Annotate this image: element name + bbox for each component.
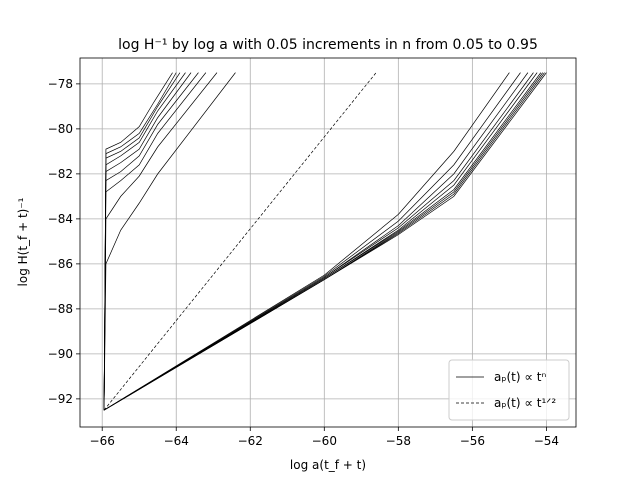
x-tick-label: −60: [312, 434, 337, 448]
legend-box: [448, 359, 570, 421]
series-line: [103, 72, 236, 411]
series-line: [103, 72, 186, 411]
series-line: [103, 72, 218, 411]
x-tick-label: −56: [460, 434, 485, 448]
y-tick-label: −78: [48, 77, 73, 91]
legend-label: aₚ(t) ∝ tⁿ: [494, 370, 546, 384]
y-tick-label: −90: [48, 347, 73, 361]
x-tick-label: −54: [534, 434, 559, 448]
x-tick-label: −66: [90, 434, 115, 448]
series-line: [103, 72, 534, 411]
y-axis-label: log H(t_f + t)⁻¹: [16, 197, 30, 286]
y-tick-label: −86: [48, 257, 73, 271]
legend-label: aₚ(t) ∝ t¹ᐟ²: [494, 396, 556, 410]
y-tick-label: −88: [48, 302, 73, 316]
series-line: [103, 72, 521, 411]
series-line: [103, 72, 547, 411]
x-tick-label: −62: [238, 434, 263, 448]
legend: aₚ(t) ∝ tⁿ aₚ(t) ∝ t¹ᐟ²: [448, 359, 570, 421]
y-tick-label: −80: [48, 122, 73, 136]
series-line: [103, 72, 173, 411]
series-line: [103, 72, 207, 411]
x-axis-label: log a(t_f + t): [290, 458, 366, 472]
plot-frame: [79, 57, 577, 428]
chart-title: log H⁻¹ by log a with 0.05 increments in…: [118, 37, 538, 53]
series-line: [103, 72, 542, 411]
y-tick-label: −92: [48, 392, 73, 406]
series-line: [103, 72, 377, 411]
series-line: [103, 72, 510, 411]
x-tick-label: −64: [164, 434, 189, 448]
x-tick-label: −58: [386, 434, 411, 448]
y-tick-label: −84: [48, 212, 73, 226]
y-tick-label: −82: [48, 167, 73, 181]
series-line: [103, 72, 199, 411]
